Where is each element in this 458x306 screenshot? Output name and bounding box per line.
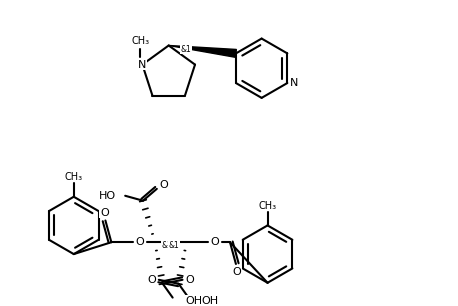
Text: OH: OH <box>185 296 202 306</box>
Text: CH₃: CH₃ <box>258 201 277 211</box>
Text: OH: OH <box>202 296 218 306</box>
Text: O: O <box>211 237 219 247</box>
Text: O: O <box>100 207 109 218</box>
Polygon shape <box>169 46 236 57</box>
Text: CH₃: CH₃ <box>131 36 149 46</box>
Text: &1: &1 <box>169 241 180 250</box>
Text: O: O <box>233 267 241 277</box>
Text: N: N <box>138 60 147 69</box>
Text: CH₃: CH₃ <box>65 172 83 182</box>
Text: O: O <box>159 180 168 190</box>
Text: &1: &1 <box>162 241 173 250</box>
Text: O: O <box>147 275 156 285</box>
Text: O: O <box>136 237 144 247</box>
Text: O: O <box>185 275 194 285</box>
Text: &1: &1 <box>180 45 191 54</box>
Text: HO: HO <box>99 191 116 201</box>
Text: N: N <box>290 78 299 88</box>
